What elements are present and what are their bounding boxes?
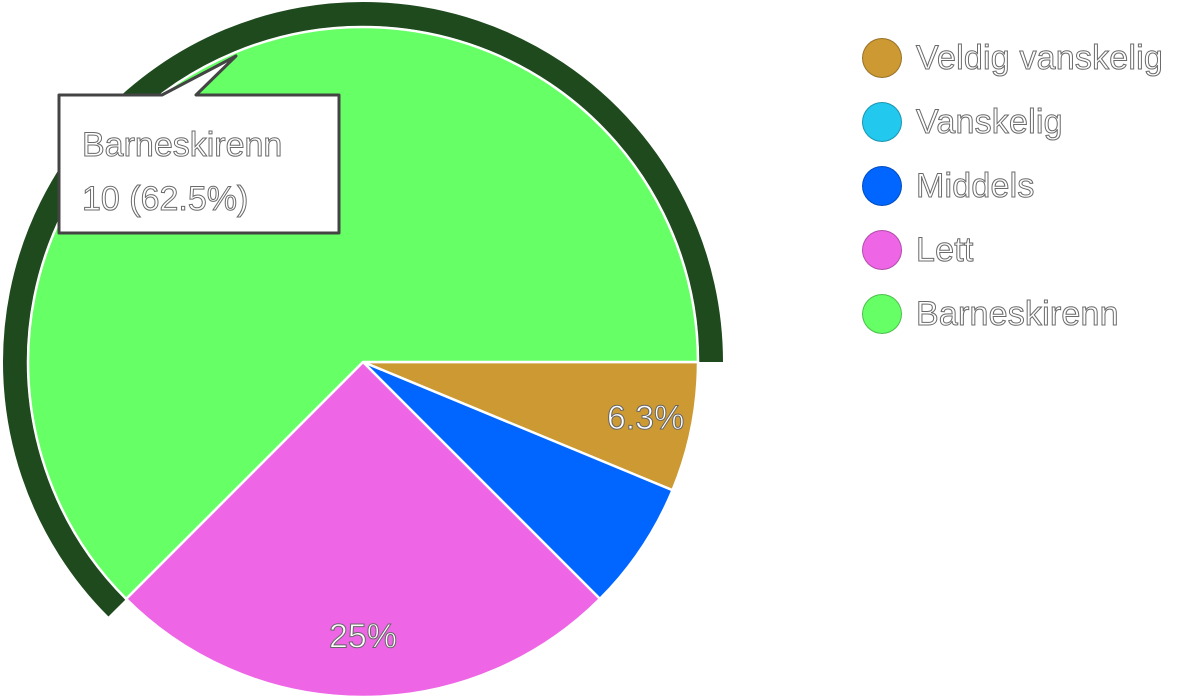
slice-label-lett: 25% <box>329 618 397 656</box>
legend-label-middels: Middels <box>916 166 1035 205</box>
slice-label-veldig-vanskelig: 6.3% <box>607 399 685 437</box>
legend-swatch-middels <box>862 166 902 206</box>
tooltip: Barneskirenn 10 (62.5%) <box>57 54 341 235</box>
legend-label-vanskelig: Vanskelig <box>916 102 1064 141</box>
tooltip-value: 10 (62.5%) <box>81 180 249 219</box>
legend-label-barneskirenn: Barneskirenn <box>916 294 1120 333</box>
legend: Veldig vanskelig Vanskelig Middels Lett Barn… <box>862 26 1163 346</box>
legend-item-vanskelig[interactable]: Vanskelig <box>862 90 1163 154</box>
legend-item-veldig-vanskelig[interactable]: Veldig vanskelig <box>862 26 1163 90</box>
pie-slice-lett[interactable] <box>124 360 602 698</box>
pie-slice-middels[interactable] <box>361 360 674 601</box>
slice-labels: 6.3% 25% <box>328 399 685 656</box>
legend-swatch-lett <box>862 230 902 270</box>
highlight-ring <box>3 2 723 617</box>
legend-swatch-vanskelig <box>862 102 902 142</box>
legend-label-veldig-vanskelig: Veldig vanskelig <box>915 38 1164 77</box>
legend-swatch-barneskirenn <box>862 294 902 334</box>
legend-swatch-veldig-vanskelig <box>862 38 902 78</box>
legend-item-middels[interactable]: Middels <box>862 154 1163 218</box>
legend-label-lett: Lett <box>916 230 974 269</box>
legend-item-barneskirenn[interactable]: Barneskirenn <box>862 282 1163 346</box>
tooltip-title: Barneskirenn <box>81 126 283 165</box>
highlight-ring-barneskirenn <box>3 2 723 617</box>
tooltip-box <box>57 54 341 235</box>
pie-slice-veldig-vanskelig[interactable] <box>361 360 700 492</box>
legend-item-lett[interactable]: Lett <box>862 218 1163 282</box>
